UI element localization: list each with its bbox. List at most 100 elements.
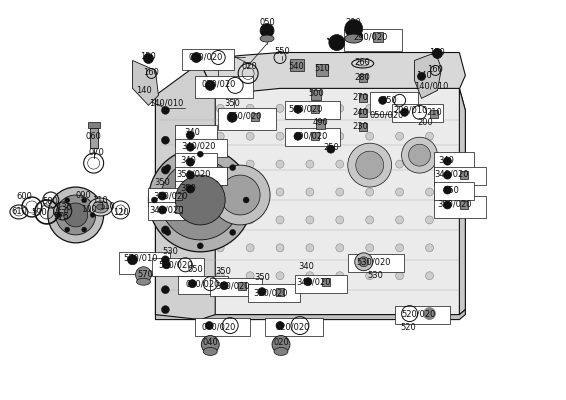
Bar [175,125,217,147]
Text: 350: 350 [181,184,196,192]
Bar [370,92,418,114]
Text: 050/020: 050/020 [188,53,222,62]
Circle shape [426,272,434,280]
Bar [118,252,170,274]
Text: 490: 490 [313,118,329,127]
Circle shape [230,164,235,170]
Circle shape [432,48,443,58]
Text: 350/020: 350/020 [437,200,471,208]
Bar [372,32,383,42]
Text: 160: 160 [427,65,443,74]
Bar [195,76,253,98]
Circle shape [276,160,284,168]
Text: 570/010: 570/010 [123,253,158,262]
Circle shape [402,137,438,173]
Circle shape [216,160,224,168]
Circle shape [306,272,314,280]
Bar [218,108,276,130]
Bar [276,288,284,296]
Circle shape [216,216,224,224]
Text: 160: 160 [144,68,160,77]
Bar [359,94,367,102]
Circle shape [276,188,284,196]
Text: 050: 050 [187,265,203,274]
Ellipse shape [345,34,363,43]
Bar [359,74,367,82]
Circle shape [160,160,240,240]
Circle shape [165,230,171,236]
Bar [348,254,404,272]
Circle shape [198,243,203,249]
Circle shape [306,160,314,168]
Circle shape [396,104,404,112]
Text: 610: 610 [11,208,27,216]
Circle shape [48,187,104,243]
Text: 350/020: 350/020 [176,170,211,178]
Circle shape [220,282,228,290]
Ellipse shape [97,204,105,210]
Text: 570: 570 [138,270,153,279]
Text: 290: 290 [346,18,362,27]
Circle shape [396,272,404,280]
Circle shape [198,151,203,157]
Text: 120: 120 [113,208,128,218]
Text: 260: 260 [355,58,371,67]
Text: 020: 020 [273,338,289,347]
Circle shape [246,160,254,168]
Circle shape [161,136,169,144]
Text: 150: 150 [430,48,445,57]
Circle shape [161,256,169,264]
Circle shape [366,132,374,140]
Ellipse shape [136,278,151,285]
Text: 350: 350 [254,273,270,282]
Circle shape [161,106,169,114]
Circle shape [396,216,404,224]
Text: 500: 500 [308,89,324,98]
Circle shape [366,160,374,168]
Circle shape [294,132,302,140]
Text: 530: 530 [368,271,384,280]
Text: 550: 550 [274,47,290,56]
Circle shape [426,244,434,252]
Text: 110: 110 [98,202,114,212]
Ellipse shape [260,35,274,42]
Bar [344,28,402,50]
Text: 540: 540 [288,62,304,71]
Circle shape [443,157,452,165]
Circle shape [336,132,344,140]
Circle shape [127,255,138,265]
Circle shape [135,267,152,283]
Bar [435,167,486,185]
Circle shape [304,278,312,286]
Bar [316,64,328,76]
Circle shape [379,96,387,104]
Circle shape [396,188,404,196]
Circle shape [306,132,314,140]
Circle shape [246,188,254,196]
Text: 350: 350 [215,267,231,276]
Circle shape [306,104,314,112]
Bar [460,171,468,179]
Text: 250: 250 [323,143,338,152]
Text: 050: 050 [259,18,275,27]
Circle shape [348,143,392,187]
Bar [285,101,340,119]
Text: 200/010: 200/010 [393,106,428,115]
Text: 380: 380 [329,38,345,47]
Circle shape [426,104,434,112]
Circle shape [165,164,171,170]
Circle shape [366,104,374,112]
Circle shape [276,104,284,112]
Text: 580: 580 [42,198,58,206]
Circle shape [152,197,157,203]
Bar [175,153,217,173]
Text: 150: 150 [140,52,155,61]
Circle shape [260,24,274,38]
Bar [148,188,200,206]
Circle shape [161,226,169,234]
Circle shape [396,132,404,140]
Bar [175,206,182,214]
Circle shape [186,185,194,193]
Bar [175,139,227,157]
Circle shape [158,192,166,200]
